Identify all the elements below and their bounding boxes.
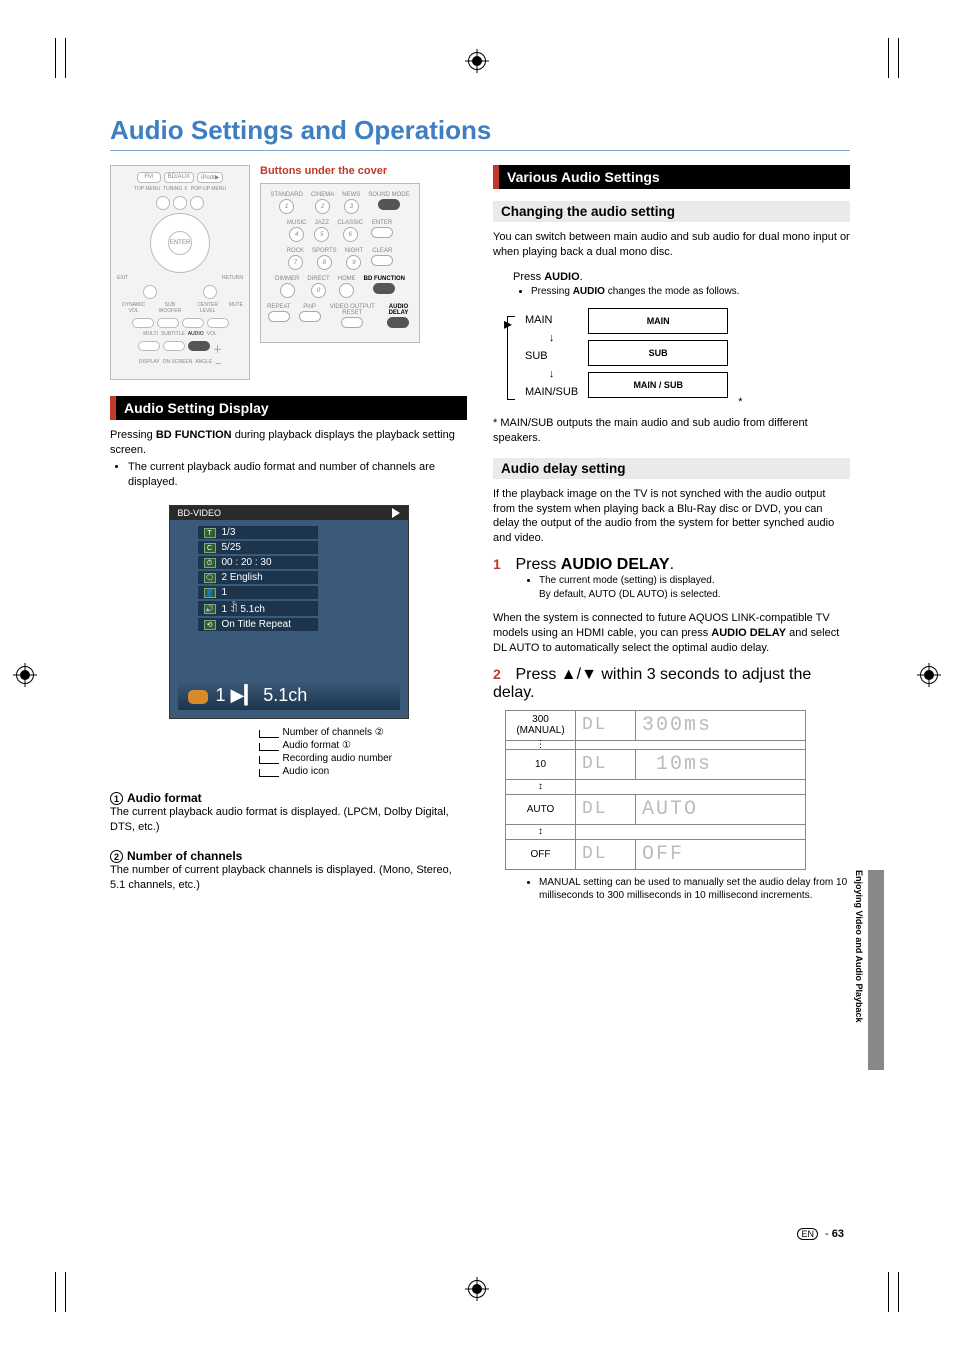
buttons-under-cover-caption: Buttons under the cover: [260, 165, 467, 177]
body-text: When the system is connected to future A…: [493, 611, 850, 656]
step-2: 2 Press ▲/▼ within 3 seconds to adjust t…: [493, 666, 850, 702]
body-text: The current playback audio format is dis…: [110, 805, 467, 835]
chapter-tab: Enjoying Video and Audio Playback: [868, 870, 884, 1070]
remote-btn: FM: [137, 172, 161, 183]
mini-screen: MAIN / SUB: [588, 372, 728, 398]
remote-enter: ENTER: [168, 231, 192, 255]
body-text: The current mode (setting) is displayed.: [539, 574, 850, 588]
audio-delay-lcd-table: 300 (MANUAL) DL 300ms ⋮ 10 DL 10ms ↕ AUT…: [505, 710, 806, 870]
body-text: Press AUDIO.: [513, 270, 850, 285]
remote-btn: iPod/▶: [197, 172, 223, 183]
title-rule: [110, 150, 850, 151]
mini-screen: MAIN: [588, 308, 728, 334]
body-text: By default, AUTO (DL AUTO) is selected.: [539, 588, 850, 602]
subsection-changing-audio-setting: Changing the audio setting: [493, 201, 850, 222]
body-text: The number of current playback channels …: [110, 863, 467, 893]
footnote: * MAIN/SUB outputs the main audio and su…: [493, 416, 850, 446]
osd-title: BD-VIDEO: [178, 508, 222, 518]
body-text: If the playback image on the TV is not s…: [493, 487, 850, 546]
remote-diagram: FM BD/AUX iPod/▶ TOP MENU TUNING ⇕ POP-U…: [110, 165, 250, 380]
audio-format-heading: 1Audio format: [110, 791, 467, 805]
numpad-diagram: STANDARD1 CINEMA2 NEWS3 SOUND MODE MUSIC…: [260, 183, 420, 343]
body-text: The current playback audio format and nu…: [128, 460, 467, 490]
section-audio-setting-display: Audio Setting Display: [110, 396, 467, 420]
body-text: Pressing BD FUNCTION during playback dis…: [110, 428, 467, 458]
page-number: EN - 63: [797, 1228, 844, 1240]
osd-callouts: Number of channels ② Audio format ① Reco…: [169, 727, 409, 777]
audio-icon: [188, 690, 208, 704]
play-icon: [392, 508, 400, 518]
body-text: You can switch between main audio and su…: [493, 230, 850, 260]
mini-screen: SUB: [588, 340, 728, 366]
body-text: Pressing AUDIO changes the mode as follo…: [531, 285, 850, 299]
audio-mode-cycle: ▸ MAIN ↓ SUB ↓ MAIN/SUB MAIN SUB MAIN / …: [507, 308, 850, 408]
remote-btn: BD/AUX: [164, 172, 194, 183]
chapter-tab-label: Enjoying Video and Audio Playback: [854, 870, 864, 1023]
cycle-label: SUB: [525, 350, 578, 362]
section-various-audio-settings: Various Audio Settings: [493, 165, 850, 189]
body-text: MANUAL setting can be used to manually s…: [539, 876, 850, 903]
osd-screen: BD-VIDEO T1/3 C5/25 ⏱00 : 20 : 30 🗨2 Eng…: [169, 505, 409, 719]
osd-big-readout: 1 ▶▎ 5.1ch: [216, 685, 308, 705]
cycle-label: MAIN/SUB: [525, 386, 578, 398]
number-of-channels-heading: 2Number of channels: [110, 849, 467, 863]
subsection-audio-delay-setting: Audio delay setting: [493, 458, 850, 479]
page-title: Audio Settings and Operations: [110, 115, 850, 146]
step-1: 1 Press AUDIO DELAY.: [493, 556, 850, 574]
cycle-label: MAIN: [525, 314, 578, 326]
